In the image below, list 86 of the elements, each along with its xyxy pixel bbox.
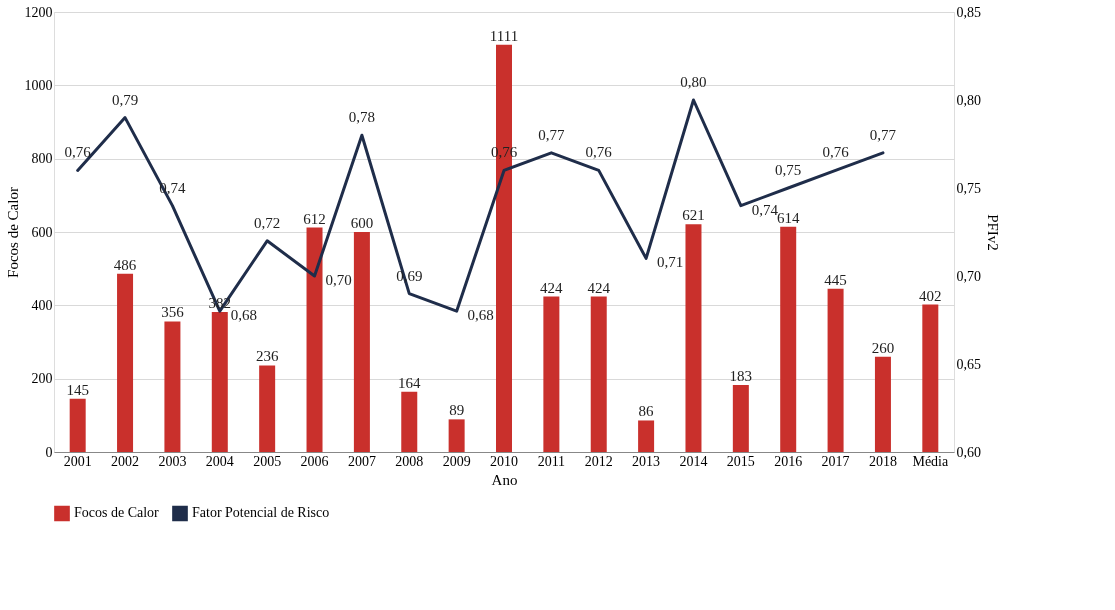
data-label: 1111	[489, 27, 519, 44]
x-tick-label: 2006	[300, 453, 329, 469]
bar	[401, 391, 418, 452]
data-label: 236	[255, 348, 279, 365]
x-tick-label: Média	[912, 453, 949, 469]
data-label: 0,68	[467, 307, 494, 324]
data-label: 260	[871, 339, 895, 356]
data-label: 0,76	[64, 144, 92, 161]
data-label: 0,78	[348, 109, 376, 126]
data-label: 424	[587, 279, 611, 296]
y-tick-label: 1200	[24, 4, 53, 20]
x-tick-label: 2007	[347, 453, 376, 469]
data-label: 183	[729, 367, 753, 384]
x-tick-label: 2013	[632, 453, 661, 469]
data-label: 0,75	[775, 162, 802, 178]
y-tick-label: 0	[45, 444, 53, 460]
data-label: 86	[638, 403, 655, 420]
x-tick-label: 2010	[490, 453, 518, 469]
x-tick-label: 2014	[679, 453, 708, 469]
data-label: 356	[161, 304, 185, 321]
data-label: 164	[398, 374, 422, 391]
x-tick-label: 2008	[395, 453, 424, 469]
data-label: 145	[66, 381, 89, 398]
x-tick-label: 2015	[726, 453, 755, 469]
y-tick-label: 1000	[24, 77, 53, 93]
y2-tick-label: 0,65	[956, 356, 981, 372]
x-axis-title: Ano	[491, 471, 518, 488]
bar	[590, 296, 607, 452]
bar	[306, 227, 323, 452]
bar	[448, 419, 465, 452]
data-label: 621	[682, 207, 705, 224]
bar	[874, 356, 891, 452]
bar	[543, 296, 560, 452]
y2-tick-label: 0,60	[956, 444, 981, 460]
bar	[638, 420, 655, 452]
data-label: 0,80	[680, 74, 707, 90]
data-label: 600	[350, 215, 374, 231]
y-tick-label: 600	[31, 224, 53, 240]
x-tick-label: 2009	[442, 453, 471, 469]
y2-tick-label: 0,70	[956, 268, 981, 284]
bar	[211, 311, 228, 452]
y2-tick-label: 0,85	[956, 4, 981, 20]
x-tick-label: 2002	[111, 453, 140, 469]
data-label: 89	[449, 402, 465, 419]
data-label: 0,77	[538, 126, 565, 143]
bar	[685, 224, 702, 452]
legend-label: Focos de Calor	[74, 505, 160, 521]
x-tick-label: 2001	[63, 453, 92, 469]
x-tick-label: 2016	[774, 453, 803, 469]
y2-tick-label: 0,80	[956, 92, 981, 108]
data-label: 0,68	[230, 307, 257, 324]
bar	[827, 288, 844, 452]
data-label: 0,79	[111, 91, 139, 108]
x-tick-label: 2018	[868, 453, 897, 469]
x-tick-label: 2004	[205, 453, 234, 469]
bar	[780, 226, 797, 452]
data-label: 612	[303, 210, 326, 227]
y-tick-label: 400	[31, 297, 53, 313]
y-tick-label: 200	[31, 371, 53, 387]
x-tick-label: 2003	[158, 453, 187, 469]
bar	[164, 321, 181, 452]
data-label: 445	[824, 271, 847, 288]
y-axis-title: Focos de Calor	[4, 187, 21, 278]
data-label: 0,70	[325, 272, 352, 288]
y-tick-label: 800	[31, 151, 53, 167]
data-label: 0,71	[656, 254, 684, 271]
data-label: 402	[919, 287, 942, 304]
data-label: 0,77	[869, 126, 897, 143]
data-label: 0,72	[254, 214, 281, 231]
data-label: 424	[540, 279, 564, 296]
legend-label: Fator Potencial de Risco	[192, 505, 330, 521]
bar	[69, 398, 86, 452]
x-tick-label: 2017	[821, 453, 850, 469]
bar	[117, 273, 134, 452]
y2-tick-label: 0,75	[956, 180, 981, 196]
data-label: 0,76	[585, 144, 613, 161]
bar	[922, 304, 939, 452]
y2-axis-title: PFIv2	[985, 214, 1001, 251]
bar	[353, 232, 370, 452]
data-label: 486	[113, 256, 137, 273]
bar	[259, 365, 276, 452]
x-tick-label: 2011	[537, 453, 566, 469]
bar	[732, 384, 749, 452]
x-tick-label: 2012	[584, 453, 613, 469]
x-tick-label: 2005	[253, 453, 282, 469]
data-label: 0,76	[822, 144, 850, 161]
